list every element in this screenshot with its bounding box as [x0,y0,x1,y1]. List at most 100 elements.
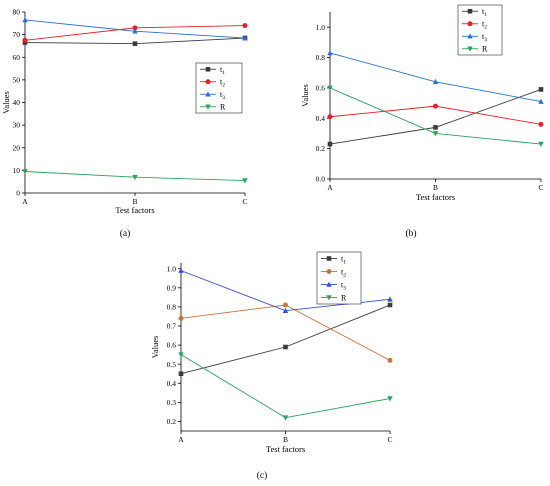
legend-marker [205,104,211,110]
data-point-t2 [132,25,138,31]
series-t1 [178,302,393,377]
x-tick-label: B [132,197,137,206]
y-tick-label: 20 [13,143,21,152]
y-tick-label: 60 [13,53,21,62]
legend-box [195,62,243,114]
data-point-R [132,174,138,181]
legend-label-subscript: 3 [484,37,487,43]
chart-panel-3: 0.2 0.3 0.4 0.5 0.6 0.7 0.8 0.9 1.0 A B C Test facto… [150,251,393,481]
legend-label-subscript: 3 [343,285,346,291]
data-point-R [178,352,184,358]
legend-marker [326,269,332,274]
legend-label-R: R [482,45,488,54]
legend-marker [205,79,211,85]
legend-label-t3: t3 [482,32,487,43]
y-tick-label: 0.7 [167,322,177,331]
y-tick-label: 1.0 [167,264,177,273]
y-tick-label: 0.3 [167,398,177,407]
x-tick-label: A [327,183,333,192]
legend-label-base: t [482,20,485,29]
legend-label-base: t [341,254,344,263]
y-axis-title: Values [1,91,11,114]
legend-label-t1: t1 [482,7,487,18]
data-point-t2 [178,315,184,321]
series-t3 [22,17,248,41]
legend-label-t3: t3 [341,280,346,291]
data-point-R [432,131,439,137]
x-tick-label: B [283,435,288,444]
x-tick-label: C [242,197,247,206]
panel-label: (b) [405,228,416,239]
legend-label-subscript: 2 [222,83,225,89]
data-point-t2 [283,302,288,308]
data-point-t2 [327,114,333,120]
data-point-t3 [387,296,393,302]
y-axis-title: Values [300,84,310,107]
legend-label-base: R [341,293,347,302]
data-point-t3 [178,267,184,273]
y-tick-label: 40 [13,98,21,107]
legend-label-subscript: 2 [343,272,346,278]
y-tick-label: 70 [13,30,21,39]
legend-marker [467,8,473,14]
legend-label-R: R [341,293,347,302]
legend-marker [326,256,332,261]
data-point-t1 [538,87,544,92]
y-tick-label: 0.2 [316,144,326,153]
legend-label-base: t [220,90,223,99]
legend-marker [467,33,473,39]
legend-marker [205,66,211,72]
y-tick-label: 0.5 [167,360,177,369]
y-axis-title: Values [150,336,160,359]
data-point-R [242,178,248,184]
legend-label-t3: t3 [220,90,225,101]
data-point-t1 [178,371,184,377]
data-point-t2 [538,121,544,127]
series-t3 [327,50,544,104]
legend-label-subscript: 2 [484,25,487,31]
series-R [327,85,544,147]
data-point-t3 [538,98,544,104]
legend-box [457,4,503,56]
data-point-t1 [283,344,288,350]
y-tick-label: 80 [13,8,21,17]
legend-label-subscript: 1 [484,12,487,18]
series-t1 [327,87,544,147]
data-point-t3 [242,35,248,41]
series-R [178,352,393,421]
legend-label-base: R [482,45,488,54]
data-point-t2 [22,37,28,43]
legend-label-subscript: 3 [222,95,225,101]
data-point-t3 [327,50,333,56]
legend-label-subscript: 1 [343,259,346,265]
data-point-t3 [132,28,138,34]
y-tick-label: 50 [13,75,21,84]
data-point-t2 [433,103,438,109]
data-point-t1 [387,302,393,308]
x-tick-label: C [538,183,543,192]
panel-label: (c) [257,470,268,481]
legend-label-base: t [482,32,485,41]
legend-marker [205,91,211,97]
data-point-R [22,169,28,175]
legend-label-base: t [341,267,344,276]
y-tick-label: 0.9 [167,283,177,292]
data-point-t1 [433,125,438,130]
legend-label-R: R [220,103,226,112]
series-t2 [22,23,248,43]
y-tick-label: 0.6 [316,84,326,93]
y-tick-label: 0.8 [316,53,326,62]
legend-label-base: t [482,7,485,16]
legend-label-base: t [220,65,223,74]
data-point-t1 [327,141,333,147]
panel-label: (a) [120,228,131,239]
data-point-t3 [22,17,28,23]
data-point-R [282,415,289,421]
x-axis-title: Test factors [266,444,305,454]
data-point-t3 [282,307,289,314]
